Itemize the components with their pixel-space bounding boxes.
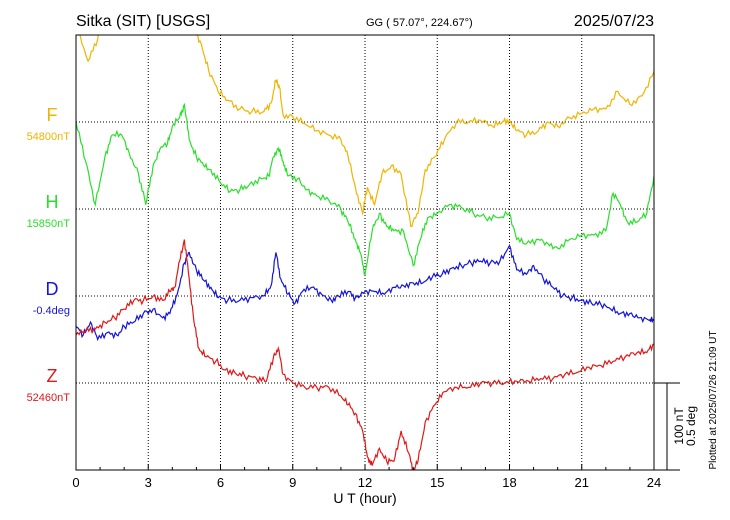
series-name-f: F [47, 105, 58, 125]
x-tick-label: 0 [72, 475, 79, 490]
series-line-d [76, 244, 654, 342]
grid-lines [76, 35, 654, 470]
series-baseline-h: 15850nT [27, 218, 71, 230]
series-line-f [77, 35, 654, 227]
series-layer [76, 35, 654, 470]
plotted-timestamp: Plotted at 2025/07/26 21:09 UT [708, 331, 719, 470]
x-tick-label: 9 [289, 475, 296, 490]
x-tick-label: 15 [430, 475, 444, 490]
x-tick-label: 3 [145, 475, 152, 490]
series-name-h: H [46, 192, 59, 212]
x-tick-label: 21 [575, 475, 589, 490]
series-line-z [76, 239, 654, 470]
x-tick-label: 12 [358, 475, 372, 490]
x-axis-label: U T (hour) [333, 490, 396, 506]
date-label: 2025/07/23 [574, 13, 654, 30]
series-name-d: D [46, 279, 59, 299]
scale-bar: 100 nT 0.5 deg [654, 382, 698, 471]
x-tick-label: 24 [647, 475, 661, 490]
x-tick-label: 18 [502, 475, 516, 490]
x-tick-label: 6 [217, 475, 224, 490]
series-name-z: Z [47, 366, 58, 386]
scale-deg-label: 0.5 deg [684, 406, 698, 446]
series-line-h [76, 102, 654, 275]
x-axis: 0 3 6 9 12 15 18 21 24 [72, 464, 661, 490]
series-baseline-d: -0.4deg [33, 305, 70, 317]
series-baseline-f: 54800nT [27, 131, 71, 143]
station-title: Sitka (SIT) [USGS] [76, 13, 210, 30]
scale-nt-label: 100 nT [672, 407, 686, 445]
series-baseline-z: 52460nT [27, 392, 71, 404]
coordinates-label: GG ( 57.07°, 224.67°) [366, 17, 473, 29]
series-labels: F 54800nT H 15850nT D -0.4deg Z 52460nT [27, 105, 71, 404]
